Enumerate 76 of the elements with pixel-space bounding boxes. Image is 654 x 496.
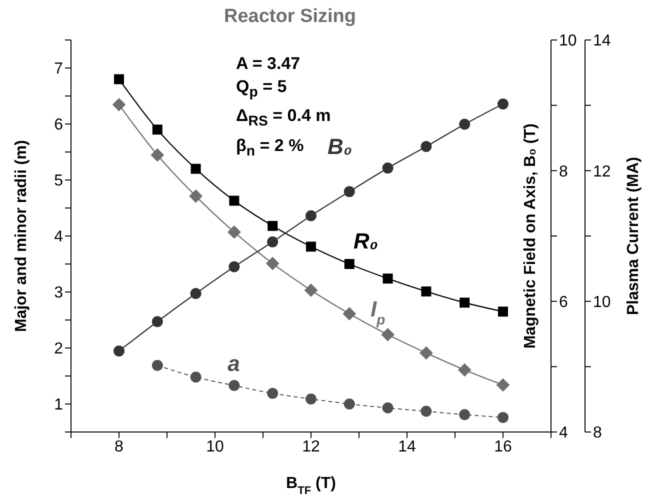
point <box>421 286 432 296</box>
y3-axis-title: Plasma Current (MA) <box>625 156 642 316</box>
annotation: β$_{n}$ = 2 % <box>236 136 304 160</box>
point <box>190 288 202 299</box>
point <box>420 140 432 152</box>
point <box>306 210 316 222</box>
point <box>459 409 470 420</box>
x-tick-label: 8 <box>114 438 124 456</box>
y2-tick-label: 8 <box>559 163 568 180</box>
y-tick-label: 7 <box>54 60 64 78</box>
series-label: a <box>228 351 240 376</box>
point <box>228 380 240 392</box>
point <box>382 274 393 284</box>
y3-tick-label: 12 <box>593 163 611 180</box>
point <box>189 190 202 203</box>
point <box>268 220 278 231</box>
y-tick-label: 6 <box>54 116 64 134</box>
point <box>267 388 278 399</box>
annotation: Q$_{p}$ = 5 <box>236 76 288 102</box>
point <box>190 372 202 383</box>
annotation: Δ$_{RS}$ = 0.4 m <box>236 105 331 132</box>
point <box>228 226 241 239</box>
point <box>152 360 163 371</box>
y3-tick-label: 8 <box>593 424 602 442</box>
annotation: A = 3.47 <box>236 53 302 75</box>
y2-tick-label: 6 <box>559 294 568 312</box>
y-tick-label: 4 <box>54 228 64 246</box>
series-label: B₀ <box>328 134 352 160</box>
point <box>498 306 508 317</box>
point <box>344 186 355 198</box>
series-label: I$_{p}$ <box>370 296 386 328</box>
point <box>498 412 508 423</box>
series-label: R₀ <box>354 228 378 254</box>
point <box>306 242 316 252</box>
point <box>382 162 394 174</box>
x-tick-label: 16 <box>494 438 512 456</box>
point <box>114 345 124 356</box>
point <box>420 406 432 417</box>
chart-title: Reactor Sizing <box>224 6 356 27</box>
point <box>459 118 470 130</box>
point <box>112 98 126 112</box>
point <box>229 196 240 206</box>
y-tick-label: 2 <box>54 340 64 358</box>
y-tick-label: 1 <box>54 396 64 414</box>
point <box>498 98 508 110</box>
y-tick-label: 5 <box>54 172 64 190</box>
x-axis-title: B$_{TF}$ (T) <box>286 475 336 496</box>
y2-tick-label: 4 <box>559 424 568 442</box>
point <box>344 398 355 410</box>
y-axis-title: Major and minor radii (m) <box>13 140 30 332</box>
point <box>152 124 162 135</box>
point <box>460 298 470 308</box>
point <box>190 164 201 174</box>
y2-tick-label: 10 <box>559 32 577 50</box>
point <box>150 148 164 162</box>
x-tick-label: 12 <box>302 438 320 456</box>
point <box>381 328 394 342</box>
y3-tick-label: 14 <box>593 32 611 50</box>
x-tick-label: 10 <box>206 438 224 456</box>
point <box>306 393 316 404</box>
y2-axis-title: Magnetic Field on Axis, B₀ (T) <box>522 123 540 349</box>
point <box>152 316 163 328</box>
point <box>114 74 124 84</box>
point <box>304 284 318 297</box>
y-tick-label: 3 <box>54 284 64 302</box>
point <box>267 236 278 248</box>
point <box>382 402 394 414</box>
point <box>266 256 280 270</box>
point <box>228 261 240 272</box>
x-tick-label: 14 <box>398 438 416 456</box>
point <box>496 378 510 392</box>
point <box>344 259 354 269</box>
point <box>420 346 433 360</box>
point <box>342 307 356 320</box>
y3-tick-label: 10 <box>593 294 611 312</box>
point <box>458 363 472 376</box>
